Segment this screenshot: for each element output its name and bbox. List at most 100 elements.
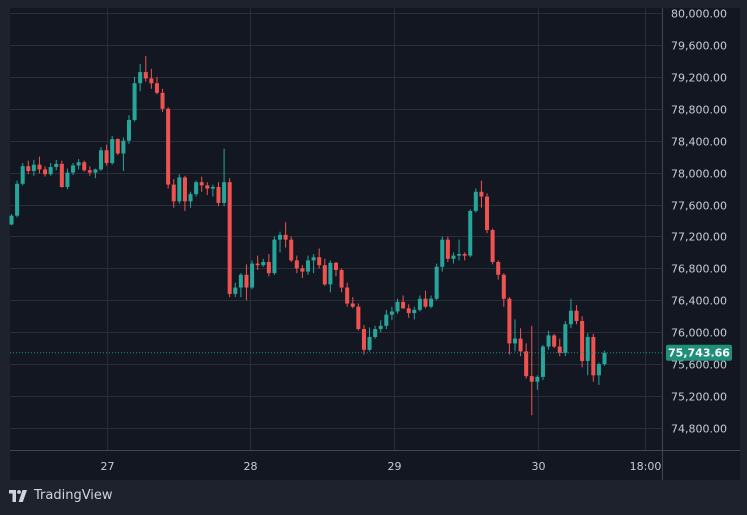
candle-body [188,194,193,202]
y-tick-label: 74,800.00 [671,423,727,436]
candle-body [199,182,204,186]
candle-body [468,210,473,256]
candle-body [244,274,249,288]
candle-body [71,165,76,173]
x-tick-label: 27 [101,460,115,473]
candle-body [529,376,534,382]
y-tick-label: 76,400.00 [671,295,727,308]
y-tick-label: 75,200.00 [671,391,727,404]
candle-body [479,191,484,197]
candles-layer [9,56,607,416]
candle-body [574,310,579,322]
candle-body [350,303,355,307]
candle-body [227,182,232,294]
y-tick-label: 78,800.00 [671,104,727,117]
candle-body [328,262,333,285]
brand-name: TradingView [34,488,113,503]
candle-body [568,310,573,325]
candle-body [110,139,115,164]
candle-body [451,255,456,259]
candle-body [48,167,53,175]
candle-body [333,262,338,270]
candle-body [20,166,25,184]
candle-body [563,324,568,353]
y-tick-label: 78,400.00 [671,136,727,149]
candle-body [485,196,490,231]
y-axis-background [662,8,740,450]
candle-body [305,260,311,272]
candle-body [182,177,187,202]
candle-body [87,170,92,173]
candle-body [160,92,165,109]
candle-body [266,262,271,274]
x-axis-background [10,450,740,480]
candle-body [596,364,601,376]
candle-body [585,337,590,361]
candle-body [412,309,417,314]
candle-body [361,329,366,350]
candle-body [177,177,182,202]
candle-body [194,182,199,195]
candle-body [535,376,540,382]
y-axis-ticks[interactable]: 80,000.00 79,600.00 79,200.00 78,800.00 78,4… [671,8,727,436]
candle-body [501,274,506,299]
y-tick-label: 79,600.00 [671,40,727,53]
candle-body [602,352,607,365]
x-tick-label: 30 [532,460,546,473]
candle-body [138,72,143,84]
candle-body [496,262,501,275]
candle-body [98,150,104,170]
candle-body [76,162,81,166]
candle-body [473,191,478,211]
candle-body [373,329,378,338]
candle-body [115,139,120,154]
candle-body [233,287,238,294]
candle-body [317,257,322,266]
candle-body [26,166,31,172]
candle-body [401,301,406,309]
candle-body [104,150,109,164]
x-tick-label: 29 [388,460,402,473]
candle-body [261,262,266,266]
candle-body [356,306,361,330]
candle-body [540,346,545,377]
candle-body [384,314,389,326]
candle-body [205,185,210,189]
candle-body [557,346,562,353]
candle-body [311,257,316,261]
y-tick-label: 79,200.00 [671,72,727,85]
candle-body [59,163,64,187]
current-price-badge-bg [666,344,732,361]
x-tick-label: 28 [244,460,258,473]
candle-body [250,263,255,288]
x-axis-ticks[interactable]: 27 28 29 30 18:00 [101,460,662,473]
candle-body [31,164,36,172]
candle-body [512,338,518,344]
candle-body [580,321,585,361]
candle-body [65,172,70,187]
candle-body [15,183,20,216]
candle-body [149,78,154,84]
y-tick-label: 76,800.00 [671,263,727,276]
candle-body [406,308,411,314]
candle-body [524,351,529,377]
candle-body [93,169,98,173]
current-price-label: 75,743.66 [668,347,730,360]
candle-body [9,215,14,225]
candle-body [591,337,596,376]
candle-body [143,72,148,79]
y-tick-label: 76,000.00 [671,327,727,340]
candle-body [54,163,59,168]
candle-body [434,266,439,299]
candle-body [300,268,305,272]
y-tick-label: 77,600.00 [671,200,727,213]
tradingview-brand[interactable]: TradingView [9,488,113,503]
candle-body [429,298,434,307]
candle-body [457,254,462,256]
candle-body [166,108,171,185]
candle-body [43,169,48,175]
candle-body [283,234,288,240]
candle-body [82,162,87,171]
candle-body [445,239,450,259]
